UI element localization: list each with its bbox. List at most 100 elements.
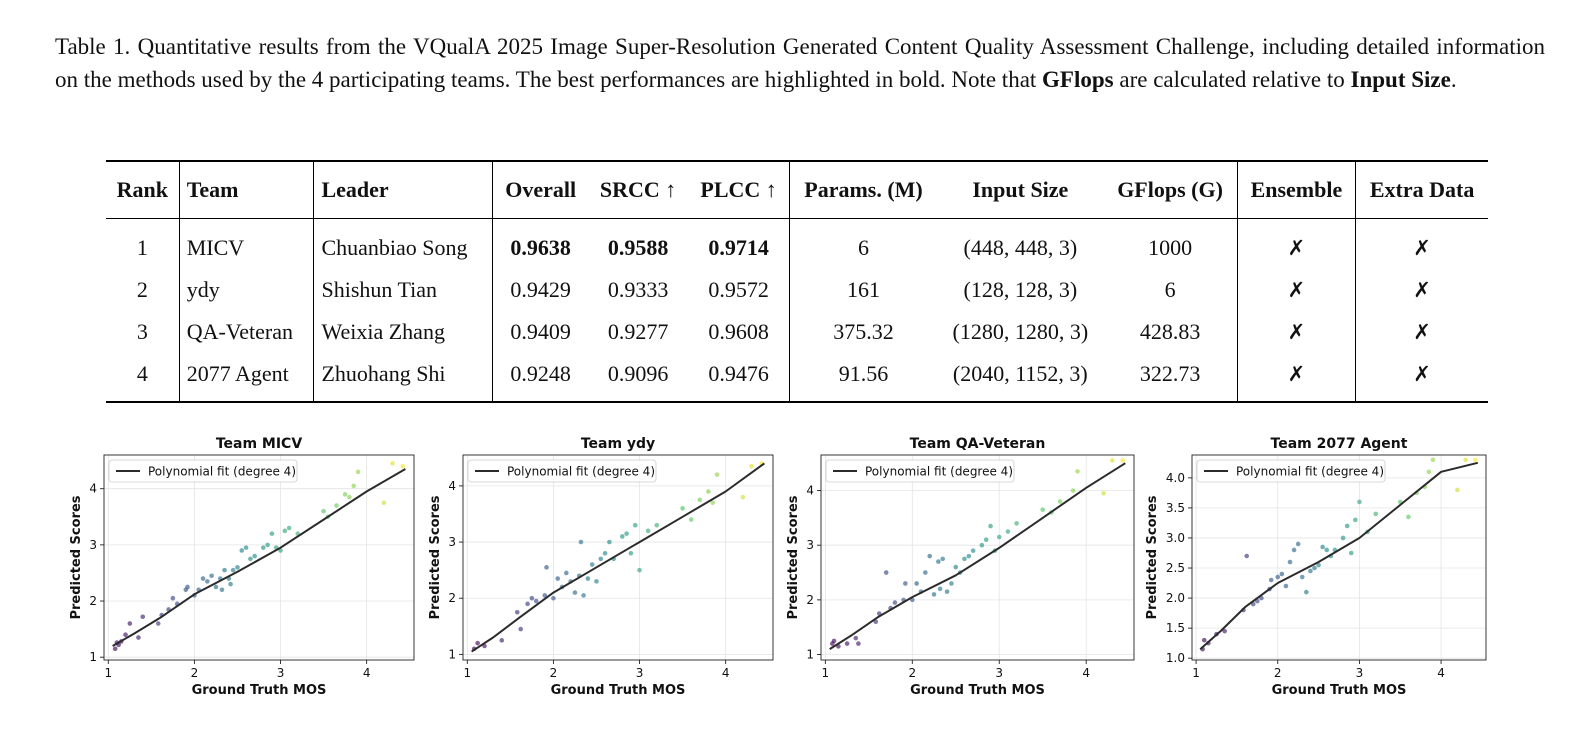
- scatter-chart: 1 2 3 4 1 2 3 4 Team ydy Ground Truth MOS Predicte…: [428, 436, 774, 698]
- cell-team: ydy: [179, 269, 315, 311]
- cell-leader: Chuanbiao Song: [313, 218, 494, 269]
- plot-frame: [462, 454, 774, 661]
- data-point: [269, 531, 275, 536]
- data-point: [979, 542, 985, 548]
- cell-ensemble: ✗: [1237, 269, 1357, 311]
- header-params: Params. (M): [789, 161, 938, 219]
- data-point: [475, 640, 480, 646]
- legend-box: [108, 459, 298, 483]
- cell-gflops: 322.73: [1103, 353, 1238, 402]
- data-point: [1109, 458, 1115, 463]
- data-point: [347, 494, 352, 500]
- data-point: [927, 553, 932, 559]
- data-point: [589, 562, 595, 567]
- x-tick-label: 4: [1082, 666, 1090, 680]
- header-extra-data: Extra Data: [1355, 161, 1488, 219]
- data-point: [390, 461, 395, 466]
- data-point: [1340, 535, 1346, 541]
- x-tick-label: 2: [191, 666, 199, 680]
- data-point: [594, 579, 599, 584]
- y-tick-label: 1: [806, 648, 814, 662]
- data-point: [931, 592, 937, 597]
- cell-gflops: 428.83: [1103, 311, 1238, 353]
- data-point: [282, 528, 288, 534]
- data-point: [235, 565, 240, 570]
- cell-extra-data: ✗: [1413, 236, 1431, 260]
- chart-title: Team 2077 Agent: [1271, 436, 1408, 452]
- chart-legend: Polynomial fit (degree 4): [467, 459, 657, 483]
- x-tick-label: 1: [1192, 666, 1200, 680]
- cell-extra-data: ✗: [1413, 320, 1431, 344]
- data-point: [127, 621, 133, 626]
- data-point: [1299, 574, 1305, 580]
- data-point: [1455, 487, 1460, 493]
- chart-title: Team MICV: [216, 436, 303, 452]
- data-point: [381, 500, 387, 506]
- scatter-chart: 1 2 3 4 1 2 3 4 Team QA-Veteran Ground Truth MOS P…: [786, 436, 1135, 698]
- data-point: [219, 587, 225, 593]
- x-axis-label: Ground Truth MOS: [192, 683, 327, 698]
- chart-title: Team ydy: [581, 436, 655, 452]
- header-leader: Leader: [313, 161, 494, 219]
- data-point: [1057, 499, 1063, 504]
- data-point: [136, 635, 141, 640]
- legend-label: Polynomial fit (degree 4): [1236, 465, 1384, 479]
- data-point: [706, 489, 711, 494]
- data-point: [155, 621, 161, 626]
- header-team: Team: [179, 161, 315, 219]
- cell-srcc: 0.9096: [607, 361, 669, 386]
- caption-bold-gflops: GFlops: [1042, 67, 1114, 92]
- data-point: [321, 508, 326, 514]
- polynomial-fit-line: [829, 462, 1126, 650]
- data-point: [620, 534, 625, 539]
- data-point: [1353, 517, 1358, 523]
- cell-params: 375.32: [833, 319, 894, 344]
- data-point: [533, 598, 539, 604]
- legend-label: Polynomial fit (degree 4): [507, 465, 655, 479]
- data-point: [499, 638, 505, 643]
- cell-rank: 1: [106, 218, 180, 269]
- data-point: [740, 494, 746, 500]
- data-point: [1244, 553, 1250, 559]
- cell-plcc: 0.9608: [688, 311, 790, 353]
- data-point: [555, 576, 561, 581]
- cell-params: 6: [858, 235, 869, 260]
- data-point: [680, 506, 685, 511]
- cell-extra-data: ✗: [1413, 278, 1431, 302]
- data-point: [239, 548, 245, 553]
- data-point: [923, 570, 928, 575]
- data-point: [1101, 490, 1106, 496]
- data-point: [988, 523, 993, 529]
- cell-ensemble: ✗: [1237, 311, 1357, 353]
- x-tick-label: 3: [1356, 666, 1364, 680]
- header-rank: Rank: [106, 161, 180, 219]
- y-tick-label: 2.5: [1166, 561, 1185, 575]
- data-point: [334, 503, 339, 508]
- data-point: [1222, 628, 1227, 634]
- cell-team: 2077 Agent: [179, 353, 315, 402]
- y-tick-label: 4: [806, 484, 814, 498]
- data-point: [1430, 457, 1436, 463]
- data-point: [1040, 507, 1046, 512]
- table-header-row: Rank Team Leader Overall SRCC ↑ PLCC ↑ P…: [106, 161, 1488, 219]
- data-point: [883, 570, 889, 575]
- data-point: [953, 564, 959, 570]
- cell-input-size: (1280, 1280, 3): [952, 319, 1089, 344]
- cell-srcc: 0.9277: [607, 319, 669, 344]
- y-tick-label: 1: [448, 647, 456, 661]
- x-tick-label: 1: [104, 666, 112, 680]
- data-point: [1287, 559, 1293, 565]
- data-point: [632, 522, 638, 528]
- table-caption: Table 1. Quantitative results from the V…: [55, 30, 1545, 96]
- x-tick-label: 1: [463, 666, 471, 680]
- data-point: [856, 641, 861, 646]
- data-point: [525, 601, 530, 607]
- data-point: [351, 483, 357, 489]
- header-input-size: Input Size: [937, 161, 1104, 219]
- data-point: [529, 595, 535, 601]
- data-point: [996, 534, 1002, 540]
- x-tick-label: 2: [1274, 666, 1282, 680]
- plot-frame: [1191, 454, 1487, 661]
- cell-ensemble: ✗: [1237, 218, 1357, 269]
- data-point: [265, 542, 270, 548]
